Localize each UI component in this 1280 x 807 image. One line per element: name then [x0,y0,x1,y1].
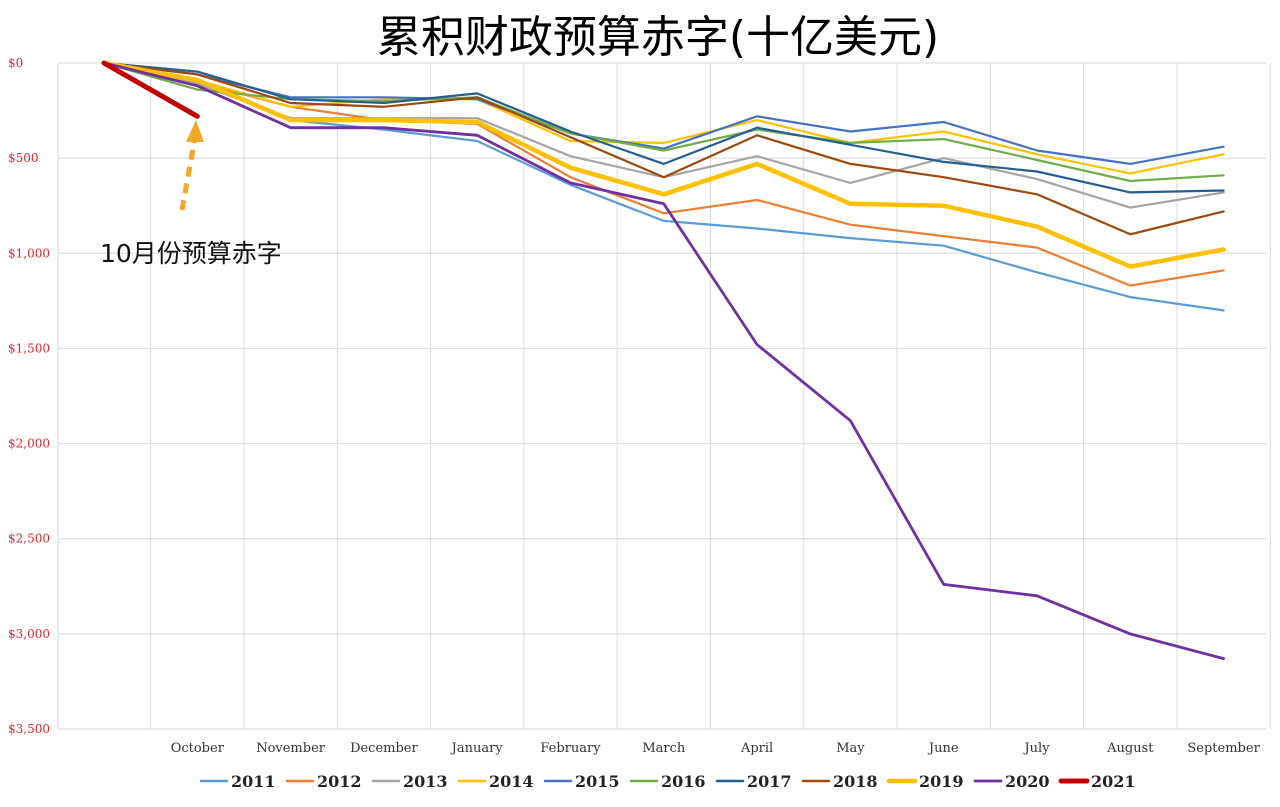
x-tick-label: May [836,741,865,756]
legend-label-2017: 2017 [747,772,792,791]
x-axis-ticks: October November December January February Ma… [171,741,1261,756]
y-tick-label: $0 [8,56,23,70]
legend-label-2012: 2012 [317,772,362,791]
x-tick-label: November [256,741,326,756]
x-tick-label: December [350,741,418,756]
annotation-arrow-shaft [179,137,198,211]
x-tick-label: January [450,741,504,756]
legend: 2011 2012 2013 2014 2015 2016 2017 2018 2019 2020… [199,772,1136,791]
x-tick-label: September [1187,741,1260,756]
annotation-arrow-head [186,120,204,142]
series-line-2015 [102,61,1225,165]
legend-label-2014: 2014 [489,772,534,791]
legend-label-2016: 2016 [661,772,706,791]
y-tick-label: $2,000 [8,437,50,451]
legend-label-2013: 2013 [403,772,448,791]
annotation-label: 10月份预算赤字 [100,239,282,268]
y-tick-label: $2,500 [8,532,50,546]
x-tick-label: October [171,741,225,756]
y-tick-label: $3,000 [8,627,50,641]
series-lines [101,60,1226,660]
x-tick-label: August [1106,741,1154,756]
legend-label-2015: 2015 [575,772,620,791]
annotation: 10月份预算赤字 [100,120,282,268]
legend-label-2018: 2018 [833,772,878,791]
series-line-2014 [102,61,1225,175]
series-line-2020 [102,61,1225,660]
series-line-2019 [101,60,1226,269]
y-tick-label: $3,500 [8,722,50,736]
y-axis-ticks: $0 $500 $1,000 $1,500 $2,000 $2,500 $3,000 $3,5… [8,56,50,736]
x-tick-label: June [927,741,959,756]
y-tick-label: $1,500 [8,341,50,355]
chart-title: 累积财政预算赤字(十亿美元) [377,12,939,63]
x-tick-label: July [1022,741,1050,756]
legend-label-2011: 2011 [231,772,276,791]
legend-label-2020: 2020 [1005,772,1050,791]
series-line-2017 [102,61,1225,194]
gridlines [57,62,1271,730]
x-tick-label: April [740,741,773,756]
series-line-2021 [101,60,200,119]
series-line-2018 [102,61,1225,236]
y-tick-label: $1,000 [8,246,50,260]
y-tick-label: $500 [8,151,39,165]
x-tick-label: March [642,741,686,756]
legend-label-2021: 2021 [1091,772,1136,791]
x-tick-label: February [540,741,601,756]
legend-label-2019: 2019 [919,772,964,791]
